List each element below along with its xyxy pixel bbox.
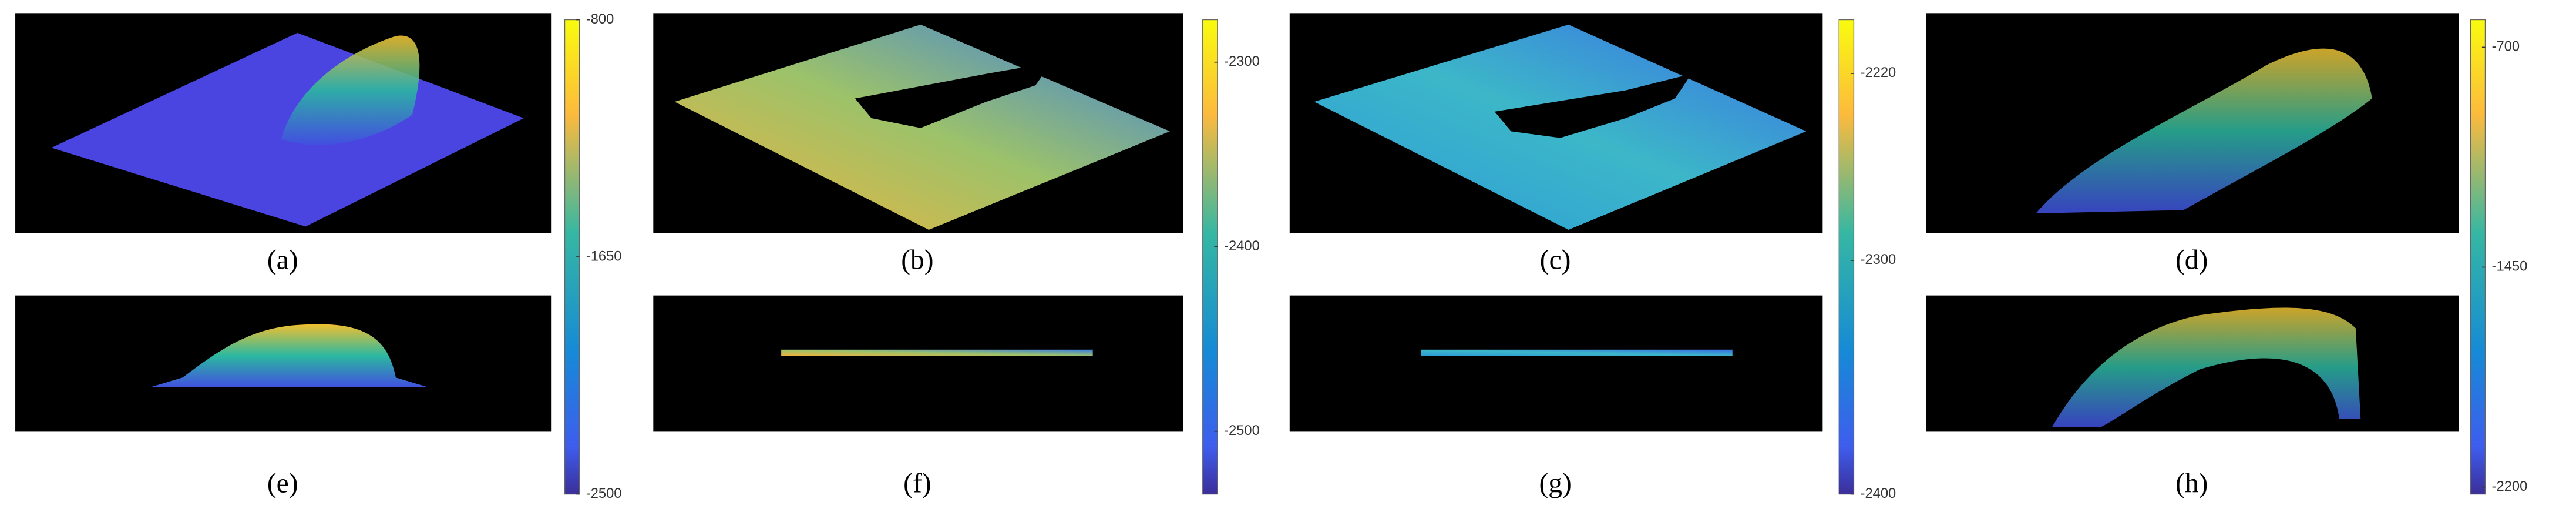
colorbar-tick-label: -2500 <box>586 486 622 501</box>
colorbar <box>2470 19 2486 495</box>
panel-label: (g) <box>1539 468 1571 498</box>
colorbar-tick-label: -700 <box>2492 39 2520 55</box>
panel-label: (d) <box>2175 245 2208 276</box>
colorbar-tick-label: -1450 <box>2492 259 2528 275</box>
panel-label: (e) <box>267 468 298 498</box>
colorbar-tick-label: -2400 <box>1861 486 1896 501</box>
colorbar-tick-label: -800 <box>586 12 614 27</box>
colorbar <box>1202 19 1218 495</box>
colorbar-tick-label: -1650 <box>586 249 622 264</box>
panel-label: (h) <box>2175 468 2208 498</box>
panel-label: (a) <box>267 245 298 276</box>
colorbar-tick-label: -2300 <box>1861 252 1896 267</box>
panel-label: (b) <box>901 245 933 276</box>
colorbar-tick-label: -2220 <box>1861 65 1896 81</box>
colorbar-tick-label: -2300 <box>1224 54 1260 69</box>
panel-images <box>15 13 2459 432</box>
panel-label: (c) <box>1540 245 1571 276</box>
panel-label: (f) <box>903 468 931 498</box>
colorbar <box>1838 19 1855 495</box>
colorbar-tick-label: -2400 <box>1224 239 1260 254</box>
colorbar-tick-label: -2200 <box>2492 479 2528 494</box>
colorbar-tick-label: -2500 <box>1224 423 1260 439</box>
